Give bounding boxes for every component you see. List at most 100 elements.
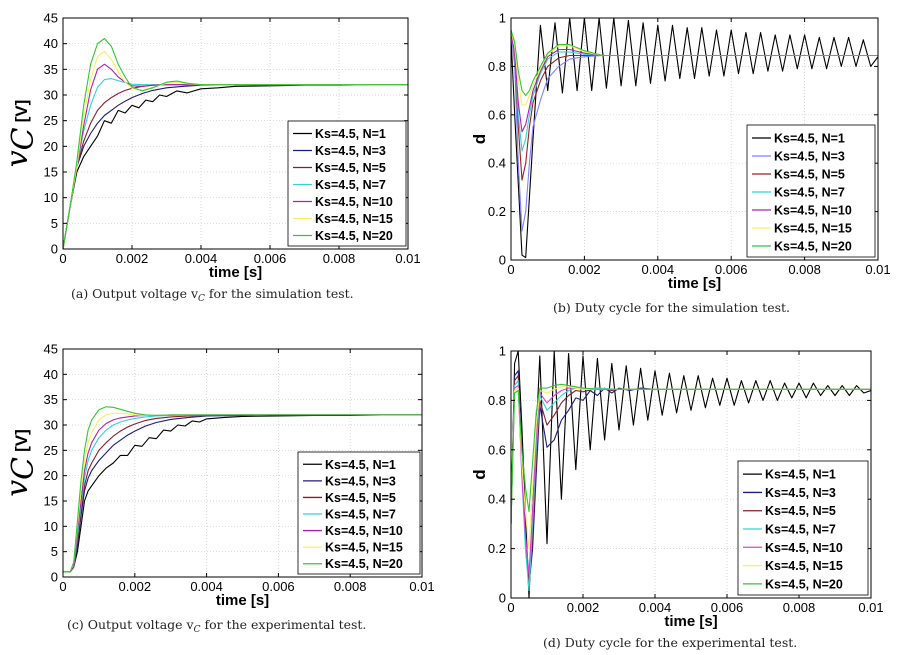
legend-entry: Ks=4.5, N=1 [325, 458, 396, 472]
y-tick-label: 10 [44, 519, 58, 534]
x-axis-label: time [s] [209, 264, 262, 281]
caption: (b) Duty cycle for the simulation test. [553, 300, 790, 315]
legend: Ks=4.5, N=1 Ks=4.5, N=3 Ks=4.5, N=5 Ks=4.5,… [737, 460, 869, 596]
series-group [63, 406, 422, 573]
x-tick-label: 0.01 [409, 579, 434, 594]
y-axis-label: vC[V] [0, 429, 41, 497]
y-tick-label: 15 [44, 494, 58, 509]
y-tick-label: 0.8 [488, 59, 506, 74]
x-tick-label: 0 [507, 262, 514, 277]
x-tick-label: 0.01 [858, 600, 883, 615]
y-tick-label: 0.4 [488, 492, 506, 507]
series-group [511, 350, 871, 599]
legend-entry: Ks=4.5, N=20 [315, 229, 393, 243]
y-tick-label: 20 [44, 468, 58, 483]
x-tick-label: 0.008 [788, 262, 821, 277]
y-tick-label: 15 [44, 165, 58, 180]
legend: Ks=4.5, N=1 Ks=4.5, N=3 Ks=4.5, N=5 Ks=4.5,… [287, 120, 407, 247]
series-line-a-0 [63, 84, 408, 250]
caption: (c) Output voltage vC for the experiment… [67, 617, 366, 635]
legend-entry: Ks=4.5, N=15 [315, 212, 393, 226]
y-tick-label: 45 [44, 342, 58, 357]
legend-entry: Ks=4.5, N=7 [315, 178, 386, 192]
x-tick-label: 0.004 [639, 600, 672, 615]
y-axis-label: d [470, 469, 489, 479]
y-tick-label: 30 [44, 418, 58, 433]
x-tick-label: 0 [507, 600, 514, 615]
y-tick-label: 0 [499, 253, 506, 268]
legend-box [746, 124, 876, 258]
y-tick-label: 0 [51, 570, 58, 585]
legend-box [297, 451, 421, 575]
legend-box [737, 460, 869, 596]
x-tick-label: 0 [59, 579, 66, 594]
y-tick-label: 40 [44, 367, 58, 382]
y-tick-label: 10 [44, 190, 58, 205]
legend-entry: Ks=4.5, N=5 [774, 168, 845, 182]
x-axis-label: time [s] [668, 275, 721, 292]
legend-entry: Ks=4.5, N=3 [315, 144, 386, 158]
legend-entry: Ks=4.5, N=1 [774, 132, 845, 146]
y-tick-label: 20 [44, 139, 58, 154]
legend-entry: Ks=4.5, N=3 [325, 474, 396, 488]
y-tick-label: 0.6 [488, 442, 506, 457]
legend-entry: Ks=4.5, N=5 [325, 491, 396, 505]
series-line-c-6 [63, 406, 422, 573]
y-axis-label: vC[V] [0, 100, 41, 168]
legend-entry: Ks=4.5, N=10 [325, 524, 403, 538]
series-line-b-6 [511, 29, 878, 96]
series-line-c-0 [63, 414, 422, 573]
y-tick-label: 0.2 [488, 541, 506, 556]
x-tick-label: 0.002 [119, 579, 152, 594]
legend-entry: Ks=4.5, N=1 [315, 127, 386, 141]
y-tick-label: 0 [51, 242, 58, 257]
legend-entry: Ks=4.5, N=20 [765, 577, 843, 591]
x-tick-label: 0.01 [395, 251, 420, 266]
x-tick-label: 0.002 [567, 600, 600, 615]
y-tick-label: 5 [51, 544, 58, 559]
legend-entry: Ks=4.5, N=15 [325, 541, 403, 555]
x-axis-label: time [s] [664, 613, 717, 630]
y-tick-label: 0.6 [488, 107, 506, 122]
y-tick-label: 0.2 [488, 204, 506, 219]
y-tick-label: 1 [499, 344, 506, 359]
y-tick-label: 35 [44, 62, 58, 77]
x-tick-label: 0.002 [116, 251, 149, 266]
x-tick-label: 0.006 [254, 251, 287, 266]
y-tick-label: 35 [44, 392, 58, 407]
chart-d: 0 0.002 0.004 0.006 0.008 0.01 0 0.2 0.4 0.6 0.8 1 t… [470, 344, 884, 651]
axes-frame [510, 17, 879, 261]
series-group [511, 17, 878, 259]
y-tick-label: 45 [44, 11, 58, 26]
legend-box [287, 120, 407, 247]
x-tick-label: 0.006 [715, 262, 748, 277]
series-line-d-0 [511, 350, 871, 599]
legend-entry: Ks=4.5, N=5 [765, 504, 836, 518]
x-tick-label: 0.008 [783, 600, 816, 615]
legend-entry: Ks=4.5, N=15 [774, 222, 852, 236]
y-tick-label: 1 [499, 11, 506, 26]
legend-entry: Ks=4.5, N=3 [765, 486, 836, 500]
legend: Ks=4.5, N=1 Ks=4.5, N=3 Ks=4.5, N=5 Ks=4.5,… [746, 124, 876, 258]
axes-frame [62, 17, 409, 250]
legend-entry: Ks=4.5, N=15 [765, 559, 843, 573]
x-tick-label: 0.01 [865, 262, 890, 277]
x-tick-label: 0.006 [711, 600, 744, 615]
y-axis-label: d [470, 134, 489, 144]
chart-a: 0 0.002 0.004 0.006 0.008 0.01 0 5 10 15 20 25 30 35 4… [0, 11, 421, 305]
y-tick-label: 25 [44, 113, 58, 128]
legend-entry: Ks=4.5, N=7 [765, 523, 836, 537]
series-line-b-0 [511, 17, 878, 259]
legend-entry: Ks=4.5, N=10 [315, 195, 393, 209]
caption: (a) Output voltage vC for the simulation… [71, 286, 354, 304]
x-tick-label: 0.002 [568, 262, 601, 277]
legend-entry: Ks=4.5, N=7 [325, 508, 396, 522]
series-line-a-6 [63, 37, 408, 250]
x-tick-label: 0 [59, 251, 66, 266]
legend-entry: Ks=4.5, N=1 [765, 468, 836, 482]
legend-entry: Ks=4.5, N=10 [774, 204, 852, 218]
legend-entry: Ks=4.5, N=3 [774, 150, 845, 164]
chart-c: 0 0.002 0.004 0.006 0.008 0.01 0 5 10 15 20 25 30 35 4… [0, 342, 435, 636]
caption: (d) Duty cycle for the experimental test… [543, 635, 797, 650]
